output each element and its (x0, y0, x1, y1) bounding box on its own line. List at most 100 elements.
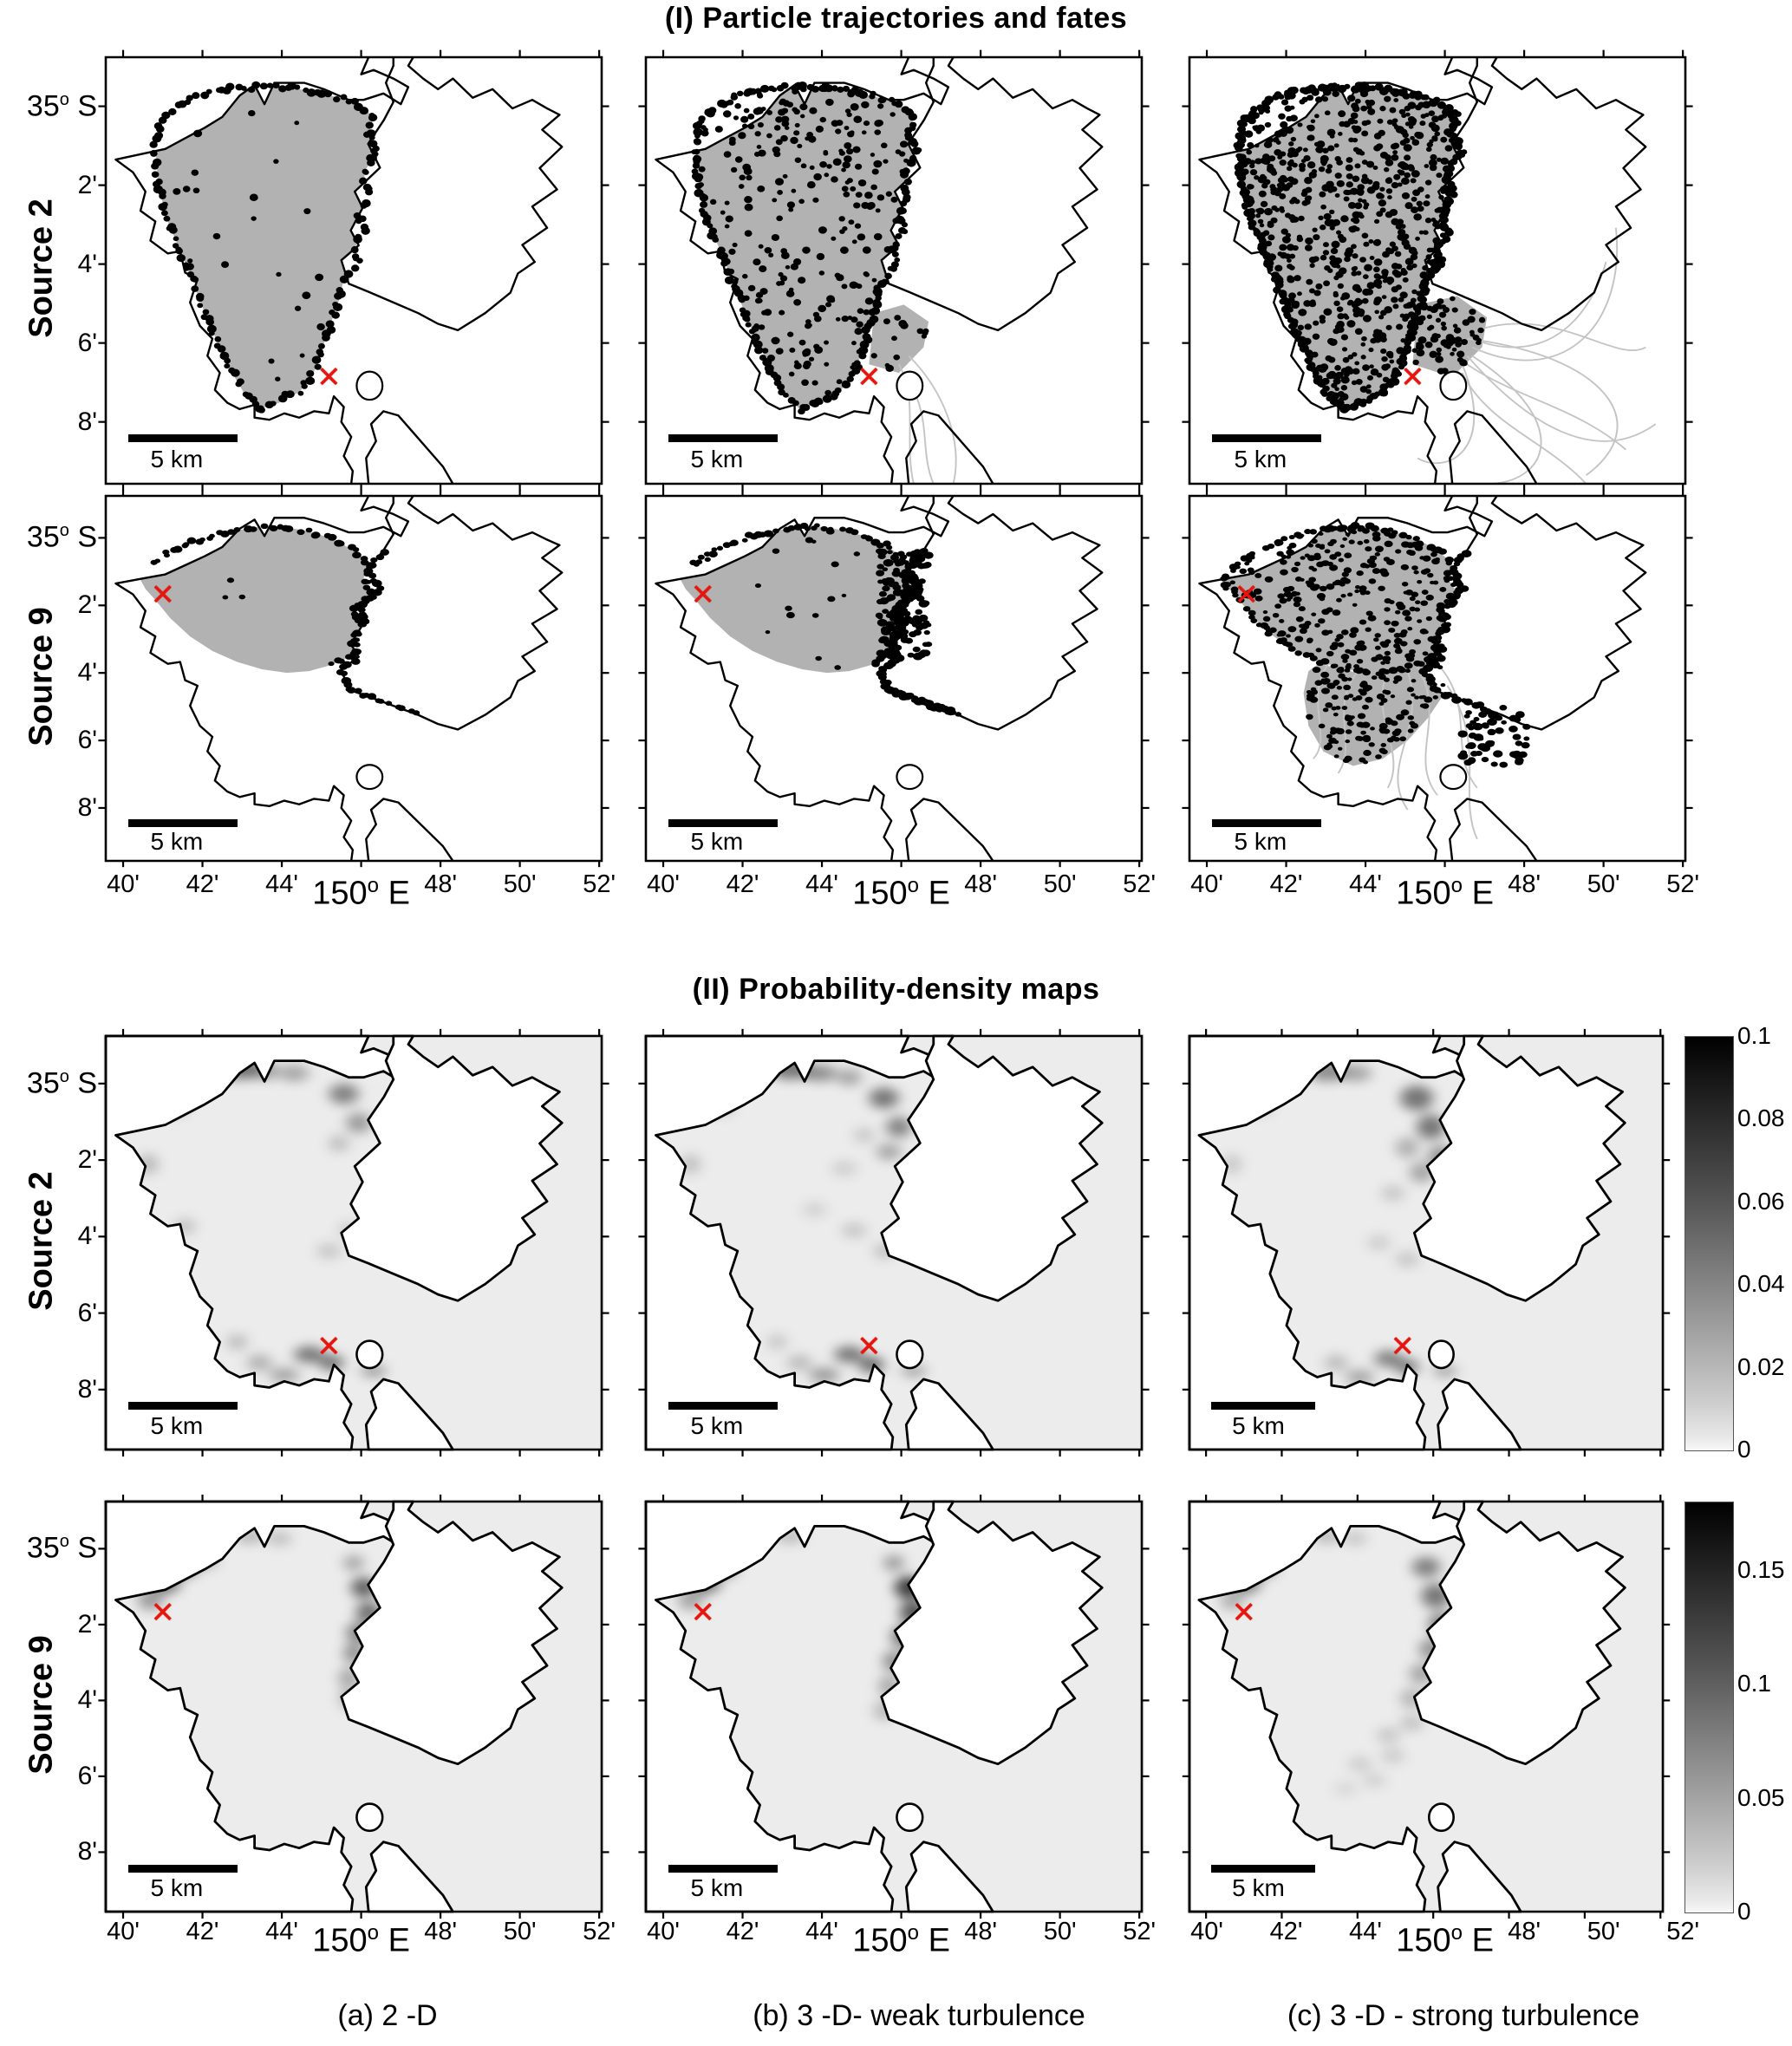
scale-bar (1210, 1402, 1315, 1411)
y-tick-label: 6' (77, 1298, 97, 1327)
x-tick-label: 48' (964, 1918, 997, 1945)
scale-bar (668, 1402, 778, 1411)
colorbar-tick-label: 0 (1737, 1436, 1751, 1463)
source-marker-x: ✕ (1234, 578, 1260, 612)
y-tick-label: 8' (77, 407, 97, 436)
y-tick-label: 8' (77, 792, 97, 822)
caption-c: (c) 3 -D - strong turbulence (1287, 1999, 1640, 2032)
map-II-b-9: 5 km ✕ (646, 1502, 1142, 1912)
scale-bar-label: 5 km (150, 1874, 204, 1902)
x-tick-label: 48' (424, 1918, 457, 1945)
y-axis-label-35S: 35o S (26, 520, 97, 554)
colorbar-tick-label: 0.1 (1737, 1670, 1771, 1697)
x-tick-label: 52' (583, 870, 616, 898)
y-tick-label: 4' (77, 658, 97, 687)
y-tick-label: 4' (77, 249, 97, 278)
source-marker-x: ✕ (857, 1330, 882, 1364)
scale-bar-label: 5 km (150, 445, 204, 472)
x-tick-label: 40' (1190, 870, 1223, 898)
map-I-a-9: 5 km ✕ (106, 496, 602, 861)
colorbar-tick-label: 0.06 (1737, 1187, 1785, 1215)
x-tick-label: 44' (265, 870, 298, 898)
caption-b: (b) 3 -D- weak turbulence (753, 1999, 1085, 2032)
map-II-a-9: 5 km ✕ (106, 1502, 602, 1912)
scale-bar-label: 5 km (1232, 1412, 1285, 1440)
y-tick-label: 2' (77, 590, 97, 620)
scale-bar (127, 1402, 238, 1411)
y-tick-label: 2' (77, 170, 97, 199)
y-tick-label: 6' (77, 726, 97, 755)
scale-bar (127, 434, 238, 443)
scale-bar-label: 5 km (690, 828, 744, 856)
map-II-c-2: 5 km ✕ (1189, 1036, 1663, 1450)
x-tick-label: 50' (1043, 1918, 1077, 1945)
scale-bar-label: 5 km (1234, 445, 1287, 472)
x-tick-label: 42' (726, 870, 759, 898)
map-I-c-2: 5 km ✕ (1189, 57, 1685, 484)
y-axis-label-35S: 35o S (26, 1066, 97, 1100)
colorbar-tick-label: 0.04 (1737, 1270, 1785, 1298)
x-tick-label: 52' (1123, 870, 1157, 898)
scale-bar (1210, 1864, 1315, 1873)
row-label-source-2: Source 2 (23, 1170, 60, 1311)
section2-title: (II) Probability-density maps (692, 973, 1100, 1006)
x-axis-label-150E: 150o E (312, 874, 410, 912)
x-tick-label: 48' (424, 870, 457, 898)
x-tick-label: 42' (186, 870, 219, 898)
x-tick-label: 48' (1508, 870, 1541, 898)
source-marker-x: ✕ (150, 1596, 176, 1630)
source-marker-x: ✕ (316, 1330, 342, 1364)
y-tick-label: 2' (77, 1145, 97, 1175)
x-tick-label: 50' (503, 870, 537, 898)
source-marker-x: ✕ (150, 578, 176, 612)
x-tick-label: 40' (107, 1918, 140, 1945)
x-tick-label: 42' (726, 1918, 759, 1945)
scale-bar (668, 1864, 778, 1873)
x-tick-label: 50' (1587, 870, 1620, 898)
x-axis-label-150E: 150o E (312, 1921, 410, 1959)
x-tick-label: 40' (1190, 1918, 1223, 1945)
map-II-c-9: 5 km ✕ (1189, 1502, 1663, 1912)
x-tick-label: 40' (107, 870, 140, 898)
x-axis-label-150E: 150o E (1396, 874, 1494, 912)
map-I-c-9: 5 km ✕ (1189, 496, 1685, 861)
x-tick-label: 50' (503, 1918, 537, 1945)
y-tick-label: 4' (77, 1222, 97, 1251)
colorbar-tick-label: 0.08 (1737, 1104, 1785, 1132)
x-tick-label: 48' (964, 870, 997, 898)
source-marker-x: ✕ (1231, 1596, 1257, 1630)
y-tick-label: 6' (77, 1761, 97, 1790)
x-tick-label: 50' (1043, 870, 1077, 898)
x-tick-label: 44' (1349, 870, 1382, 898)
map-I-b-9: 5 km ✕ (646, 496, 1142, 861)
scale-bar (127, 1864, 238, 1873)
x-tick-label: 42' (186, 1918, 219, 1945)
x-axis-label-150E: 150o E (852, 874, 950, 912)
y-tick-label: 8' (77, 1837, 97, 1867)
x-tick-label: 52' (583, 1918, 616, 1945)
x-tick-label: 42' (1269, 870, 1303, 898)
source-marker-x: ✕ (1390, 1330, 1415, 1364)
scale-bar-label: 5 km (1234, 828, 1287, 856)
scale-bar (127, 818, 238, 827)
source-marker-x: ✕ (690, 1596, 716, 1630)
map-I-b-2: 5 km ✕ (646, 57, 1142, 484)
row-label-source-2: Source 2 (23, 199, 60, 338)
colorbar-tick-label: 0.02 (1737, 1352, 1785, 1380)
scale-bar-label: 5 km (1232, 1874, 1285, 1902)
source-marker-x: ✕ (690, 578, 716, 612)
scale-bar (1211, 434, 1321, 443)
scale-bar-label: 5 km (690, 445, 744, 472)
x-tick-label: 50' (1587, 1918, 1620, 1945)
scale-bar-label: 5 km (150, 1412, 204, 1440)
source-marker-x: ✕ (1400, 361, 1425, 394)
y-tick-label: 8' (77, 1374, 97, 1404)
scale-bar-label: 5 km (690, 1412, 744, 1440)
x-tick-label: 40' (647, 870, 680, 898)
x-axis-label-150E: 150o E (1396, 1921, 1494, 1959)
x-tick-label: 42' (1269, 1918, 1303, 1945)
y-tick-label: 2' (77, 1609, 97, 1639)
row-label-source-9: Source 9 (23, 1634, 60, 1775)
scale-bar (668, 818, 778, 827)
